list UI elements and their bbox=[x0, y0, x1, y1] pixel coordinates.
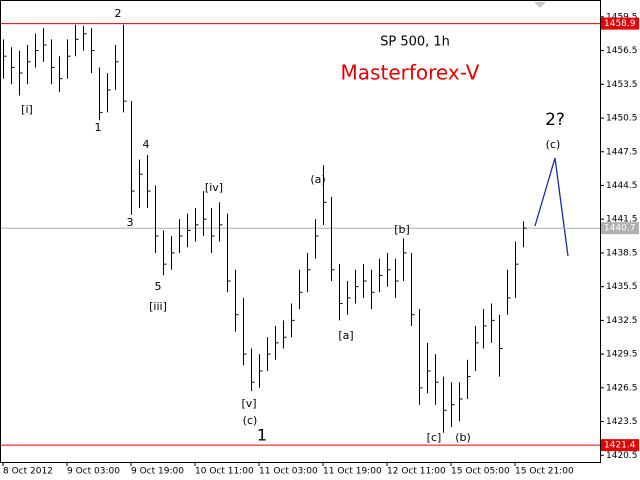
y-tick-label: 1426.5 bbox=[606, 383, 638, 393]
wave-label: 5 bbox=[155, 280, 162, 293]
y-tick-label: 1441.5 bbox=[606, 215, 638, 225]
level-label-box bbox=[601, 17, 639, 30]
wave-label: [i] bbox=[21, 103, 33, 116]
level-label: 1440.7 bbox=[604, 224, 636, 234]
level-label-box bbox=[601, 439, 639, 452]
y-tick-label: 1456.5 bbox=[606, 46, 638, 56]
y-tick-label: 1459.5 bbox=[606, 12, 638, 22]
wave-label: [v] bbox=[241, 397, 256, 410]
wave-label: 4 bbox=[143, 138, 150, 151]
scroll-marker bbox=[534, 2, 546, 8]
x-tick-label: 9 Oct 03:00 bbox=[67, 467, 120, 477]
x-tick-label: 11 Oct 03:00 bbox=[259, 467, 318, 477]
x-tick-label: 11 Oct 19:00 bbox=[323, 467, 382, 477]
level-label: 1421.4 bbox=[604, 441, 636, 451]
wave-label: (a) bbox=[310, 173, 325, 186]
wave-label: [a] bbox=[338, 329, 353, 342]
chart-title: SP 500, 1h bbox=[380, 35, 450, 50]
y-tick-label: 1453.5 bbox=[606, 80, 638, 90]
wave-label: [iii] bbox=[149, 300, 167, 313]
wave-label: 2 bbox=[115, 7, 122, 20]
y-tick-label: 1438.5 bbox=[606, 248, 638, 258]
y-tick-label: 1447.5 bbox=[606, 147, 638, 157]
y-tick-label: 1444.5 bbox=[606, 181, 638, 191]
y-tick-label: 1429.5 bbox=[606, 350, 638, 360]
plot-frame bbox=[0, 0, 601, 463]
wave-label: 3 bbox=[127, 216, 134, 229]
wave-label: (c) bbox=[243, 414, 258, 427]
x-tick-label: 12 Oct 11:00 bbox=[387, 467, 446, 477]
wave-label: [iv] bbox=[205, 181, 223, 194]
level-label-box bbox=[601, 222, 639, 235]
y-tick-label: 1450.5 bbox=[606, 114, 638, 124]
y-tick-label: 1420.5 bbox=[606, 451, 638, 461]
y-tick-label: 1435.5 bbox=[606, 282, 638, 292]
x-tick-label: 15 Oct 21:00 bbox=[515, 467, 574, 477]
wave-label: [c] bbox=[427, 431, 442, 444]
x-tick-label: 9 Oct 19:00 bbox=[131, 467, 184, 477]
y-tick-label: 1432.5 bbox=[606, 316, 638, 326]
x-tick-label: 15 Oct 05:00 bbox=[451, 467, 510, 477]
wave-label: [b] bbox=[394, 223, 410, 236]
chart-subtitle: Masterforex-V bbox=[341, 61, 480, 85]
projection-line bbox=[534, 157, 569, 257]
wave-label: 1 bbox=[95, 121, 102, 134]
level-label: 1458.9 bbox=[604, 19, 636, 29]
x-tick-label: 10 Oct 11:00 bbox=[195, 467, 254, 477]
wave-label: 2? bbox=[545, 110, 565, 130]
y-tick-label: 1423.5 bbox=[606, 417, 638, 427]
wave-label: 1 bbox=[257, 426, 267, 445]
wave-label: (b) bbox=[455, 431, 471, 444]
wave-label: (c) bbox=[546, 138, 561, 151]
x-tick-label: 8 Oct 2012 bbox=[3, 467, 53, 477]
